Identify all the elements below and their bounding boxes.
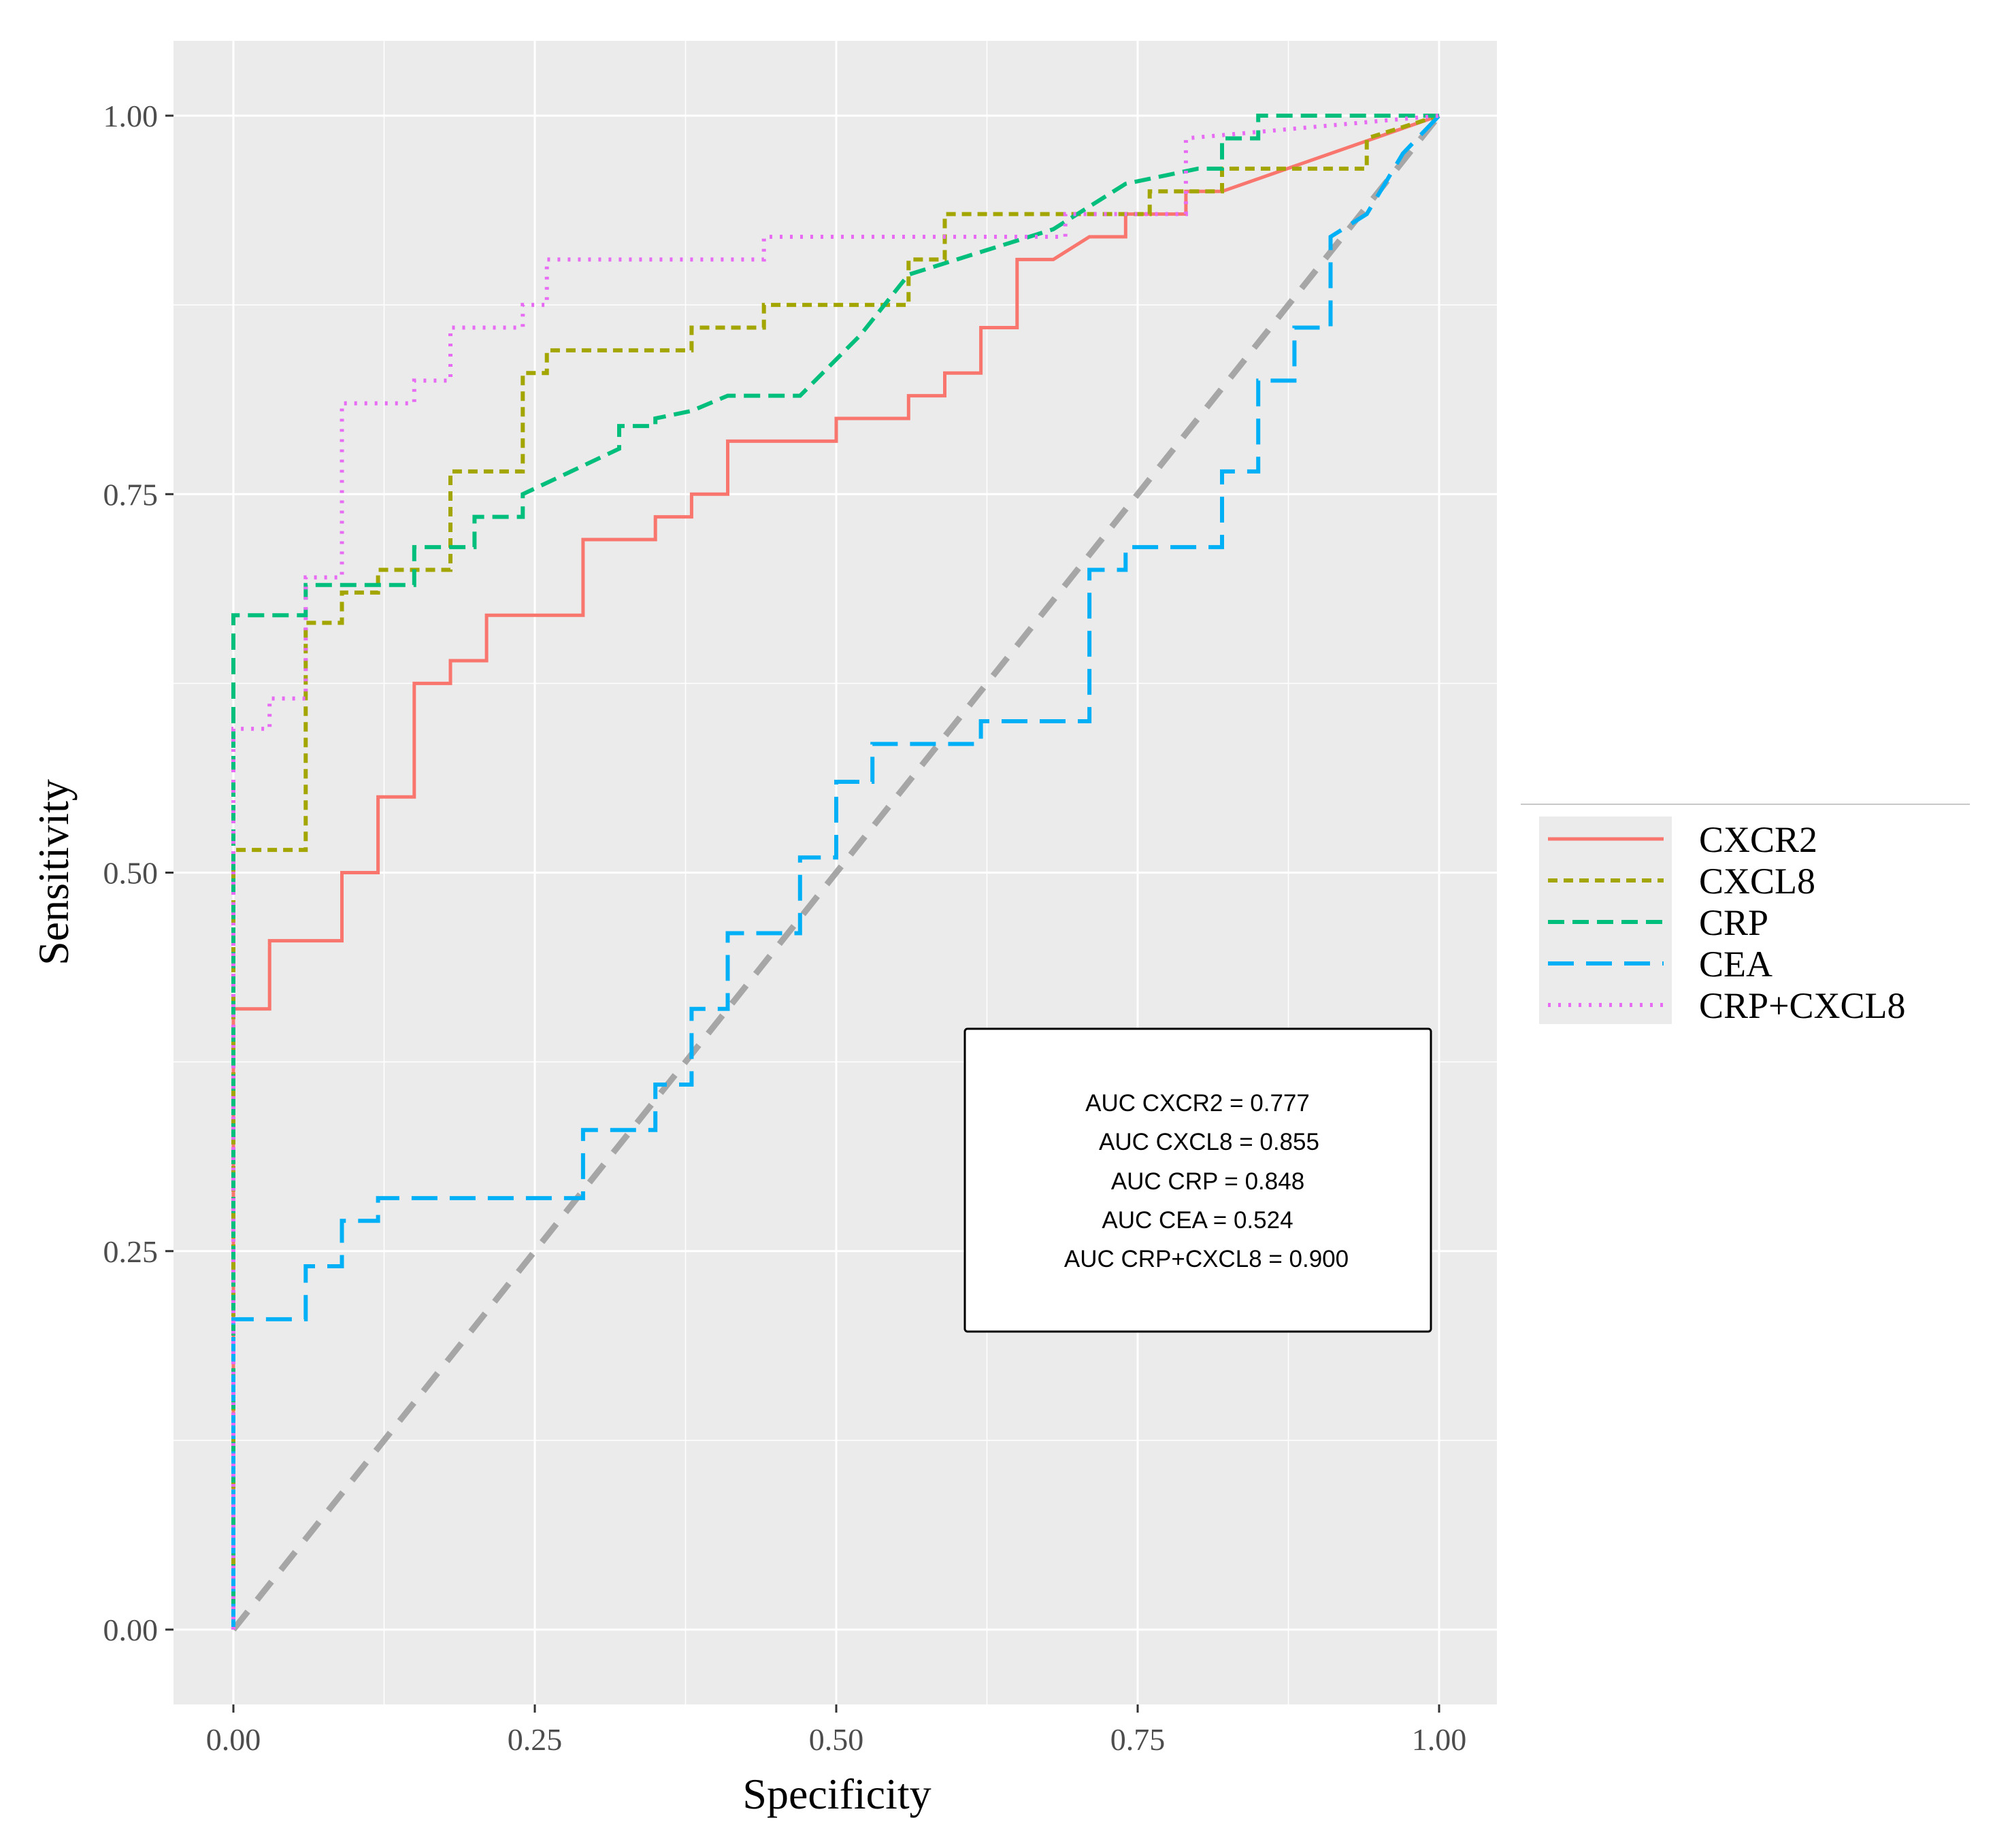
- series-line-crp-cxcl8: [231, 114, 1440, 1630]
- legend-label-cxcl8: CXCL8: [1699, 861, 1815, 902]
- annotation-line: AUC CXCL8 = 0.855: [1099, 1129, 1319, 1155]
- y-axis-title: Sensitivity: [29, 779, 78, 966]
- x-tick-label: 0.75: [1110, 1722, 1166, 1757]
- axis-ticks: 0.00 0.25 0.50 0.75 1.00 0.00 0.25 0.50 0.75 1.00: [103, 99, 1467, 1757]
- auc-annotation: AUC CXCR2 = 0.777 AUC CXCL8 = 0.855 AUC …: [963, 1027, 1432, 1333]
- legend-label-cea: CEA: [1699, 944, 1773, 985]
- series-line-cea: [231, 114, 1441, 1630]
- annotation-line: AUC CXCR2 = 0.777: [1085, 1090, 1310, 1117]
- series-line-crp: [231, 114, 1439, 1630]
- series-lines: [231, 114, 1442, 1632]
- y-tick-label: 0.00: [103, 1613, 159, 1647]
- annotation-line: AUC CRP+CXCL8 = 0.900: [1064, 1246, 1349, 1272]
- series-line-cxcl8: [231, 114, 1440, 1630]
- x-tick-label: 0.00: [206, 1722, 261, 1757]
- x-tick-label: 0.25: [508, 1722, 563, 1757]
- legend-label-crp: CRP: [1699, 902, 1768, 943]
- x-axis-title: Specificity: [742, 1770, 931, 1818]
- legend-label-cxcr2: CXCR2: [1699, 819, 1817, 860]
- x-tick-label: 0.50: [809, 1722, 864, 1757]
- annotation-box: [963, 1027, 1432, 1333]
- annotation-line: AUC CEA = 0.524: [1102, 1207, 1293, 1234]
- y-tick-label: 0.25: [103, 1234, 159, 1269]
- legend-label-crp-cxcl8: CRP+CXCL8: [1699, 985, 1906, 1026]
- y-tick-label: 0.75: [103, 477, 159, 512]
- x-tick-label: 1.00: [1412, 1722, 1467, 1757]
- annotation-line: AUC CRP = 0.848: [1111, 1168, 1304, 1195]
- y-tick-label: 1.00: [103, 99, 159, 133]
- y-tick-label: 0.50: [103, 856, 159, 891]
- series-line-reference: [231, 114, 1442, 1632]
- series-line-cxcr2: [231, 114, 1440, 1630]
